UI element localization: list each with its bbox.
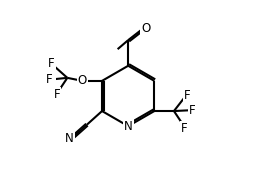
Text: N: N [65, 132, 74, 145]
Text: F: F [46, 73, 52, 86]
Text: O: O [78, 74, 87, 87]
Text: F: F [189, 104, 196, 117]
Text: O: O [141, 22, 150, 34]
Text: F: F [184, 89, 190, 102]
Text: N: N [124, 120, 133, 133]
Text: F: F [181, 122, 188, 135]
Text: F: F [48, 57, 55, 70]
Text: F: F [54, 88, 60, 101]
